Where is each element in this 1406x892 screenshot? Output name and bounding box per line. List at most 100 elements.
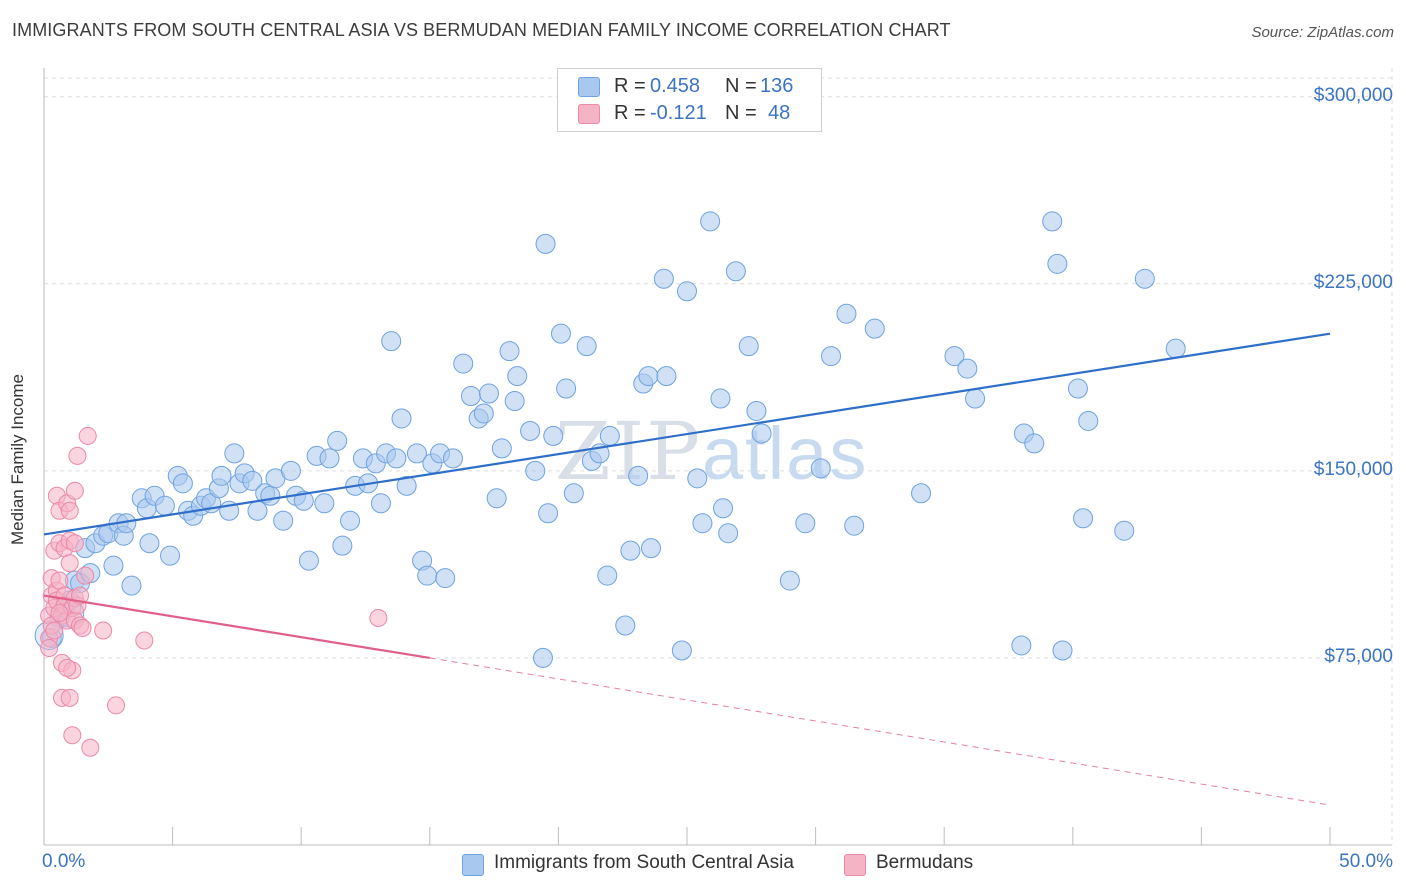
legend-r-value: -0.121 [650,102,707,124]
watermark-atlas: atlas [702,412,869,495]
immigrants-point-97 [653,268,674,289]
immigrants-point-48 [327,430,348,451]
immigrants-point-79 [525,460,546,481]
immigrants-point-92 [620,540,641,561]
immigrants-point-43 [293,490,314,511]
grid-lines [44,68,1393,845]
series-immigrants-points [34,211,1186,668]
immigrants-point-83 [556,378,577,399]
immigrants-point-98 [656,366,677,387]
immigrants-point-67 [442,448,463,469]
bermudans-point-41 [94,621,113,640]
immigrants-point-99 [671,640,692,661]
immigrants-point-72 [478,383,499,404]
immigrants-point-59 [391,408,412,429]
immigrants-point-106 [718,523,739,544]
bottom-legend-label-bermudans: Bermudans [876,852,974,873]
immigrants-point-76 [504,391,525,412]
immigrants-point-90 [597,565,618,586]
bermudans-point-7 [45,621,64,640]
axes [43,68,1392,846]
legend-swatch-immigrants [578,77,600,97]
bermudans-point-22 [60,501,79,520]
y-tick-label-0: $75,000 [1324,645,1393,667]
immigrants-point-38 [260,485,281,506]
y-tick-label-3: $300,000 [1313,84,1393,106]
immigrants-point-85 [576,336,597,357]
bottom-legend-swatch-immigrants [462,854,484,876]
immigrants-point-63 [417,565,438,586]
immigrants-point-117 [844,515,865,536]
immigrants-point-55 [370,493,391,514]
immigrants-point-129 [1067,378,1088,399]
immigrants-point-122 [965,388,986,409]
immigrants-point-77 [507,366,528,387]
x-tick-label-min: 0.0% [42,851,86,872]
immigrants-point-116 [836,303,857,324]
bermudans-point-40 [81,738,100,757]
bermudans-point-24 [60,554,79,573]
immigrants-point-41 [280,460,301,481]
trend-lines [43,332,1331,806]
immigrants-point-49 [332,535,353,556]
stats-legend: R = 0.458 N = 136 R = -0.121 N = 48 [557,68,822,132]
bermudans-point-28 [63,726,82,745]
immigrants-point-35 [242,470,263,491]
legend-r-label: R = [614,102,646,124]
immigrants-point-125 [1024,433,1045,454]
immigrants-trend-line [43,332,1331,536]
immigrants-point-96 [640,538,661,559]
immigrants-point-95 [638,366,659,387]
legend-n-label: N = [725,75,757,97]
immigrants-point-84 [563,483,584,504]
series-bermudans-points [40,426,388,757]
immigrants-point-78 [520,420,541,441]
bermudans-point-46 [50,604,69,623]
immigrants-point-121 [957,358,978,379]
immigrants-point-109 [746,400,767,421]
bermudans-point-25 [60,688,79,707]
bermudans-point-44 [369,609,388,628]
immigrants-point-82 [550,323,571,344]
legend-n-label: N = [725,102,757,124]
x-tick-label-max: 50.0% [1339,851,1393,872]
bermudans-point-39 [78,426,97,445]
bermudans-point-13 [50,571,69,590]
immigrants-point-113 [795,513,816,534]
immigrants-point-44 [298,550,319,571]
immigrants-point-126 [1042,211,1063,232]
immigrants-point-18 [139,533,160,554]
immigrants-point-30 [211,465,232,486]
immigrants-point-104 [710,388,731,409]
bermudans-point-38 [76,566,95,585]
immigrants-point-57 [381,331,402,352]
immigrants-point-100 [677,281,697,302]
bermudans-trend-line [43,594,430,660]
immigrants-point-127 [1047,253,1068,274]
y-tick-label-1: $150,000 [1313,458,1393,480]
bermudans-point-45 [40,638,59,657]
immigrants-point-71 [473,403,494,424]
immigrants-point-46 [314,493,335,514]
immigrants-point-20 [154,495,175,516]
immigrants-point-21 [160,545,181,566]
immigrants-point-128 [1052,640,1073,661]
immigrants-point-81 [543,425,564,446]
immigrants-point-119 [911,483,932,504]
immigrants-point-69 [460,386,481,407]
bermudans-point-37 [73,618,92,637]
immigrants-point-74 [491,438,512,459]
immigrants-point-15 [121,575,142,596]
immigrants-point-110 [751,423,772,444]
immigrants-point-89 [599,425,620,446]
immigrants-point-73 [486,488,507,509]
immigrants-point-107 [725,261,746,282]
immigrants-point-23 [172,473,193,494]
immigrants-point-133 [1134,268,1155,289]
bermudans-point-43 [135,631,154,650]
immigrants-point-61 [406,443,427,464]
immigrants-point-68 [453,353,474,374]
immigrants-point-112 [779,570,800,591]
immigrants-point-108 [738,336,759,357]
